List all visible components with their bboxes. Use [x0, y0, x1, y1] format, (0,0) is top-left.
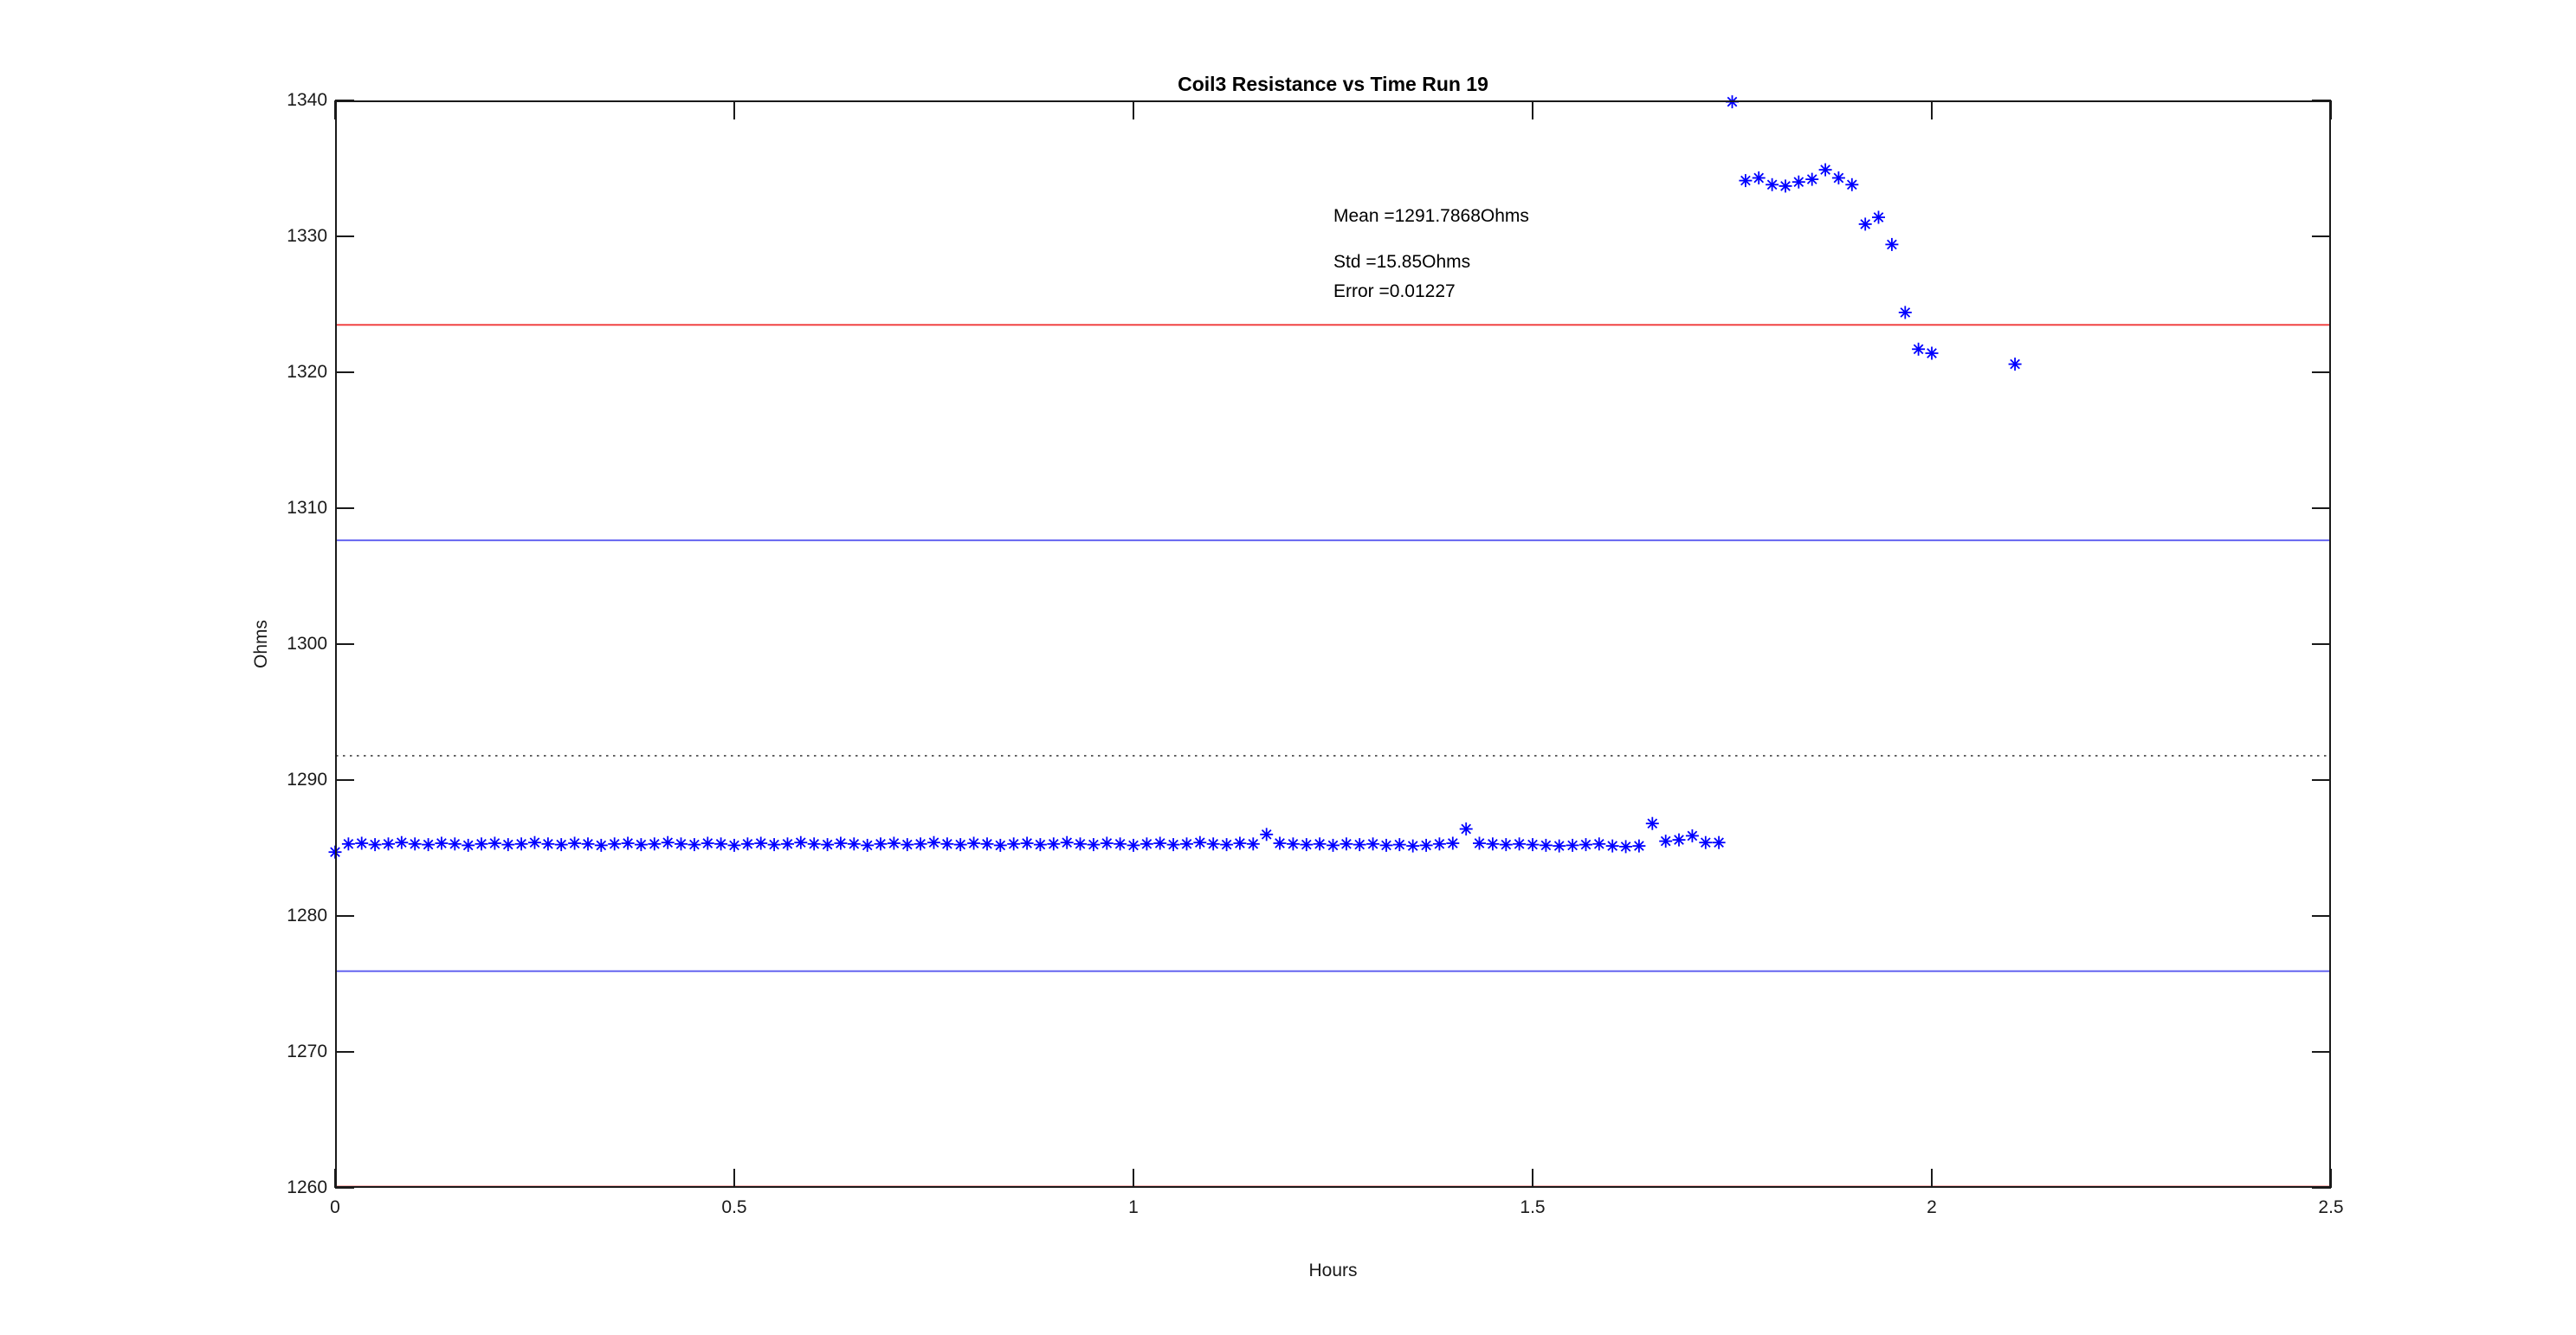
x-tick-label: 0.5	[721, 1197, 747, 1217]
plot-frame	[335, 100, 2331, 1188]
x-tick-label: 0	[330, 1197, 340, 1217]
series-coil3-markers	[328, 95, 2022, 859]
y-tick-label: 1260	[287, 1177, 327, 1197]
y-tick-label: 1320	[287, 362, 327, 382]
y-tick-label: 1300	[287, 634, 327, 654]
y-tick-label: 1280	[287, 906, 327, 925]
y-tick-label: 1340	[287, 90, 327, 110]
y-tick-label: 1290	[287, 770, 327, 790]
y-tick-label: 1270	[287, 1042, 327, 1061]
x-tick-label: 2	[1927, 1197, 1937, 1217]
x-tick-label: 1.5	[1520, 1197, 1546, 1217]
plot-area	[328, 95, 2332, 1189]
x-tick-label: 1	[1128, 1197, 1139, 1217]
y-tick-label: 1330	[287, 226, 327, 246]
annotation-error: Error =0.01227	[1333, 281, 1456, 301]
y-tick-label: 1310	[287, 498, 327, 518]
chart-title: Coil3 Resistance vs Time Run 19	[1178, 73, 1488, 95]
annotation-std: Std =15.85Ohms	[1333, 252, 1471, 272]
annotation-mean: Mean =1291.7868Ohms	[1333, 206, 1529, 226]
x-tick-label: 2.5	[2318, 1197, 2344, 1217]
x-axis-label: Hours	[1308, 1261, 1358, 1280]
